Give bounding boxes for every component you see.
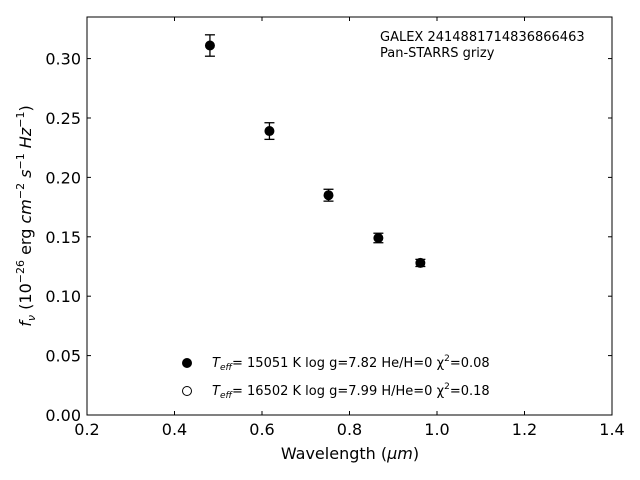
data-point — [264, 126, 275, 137]
legend-marker-filled — [182, 358, 192, 368]
data-point — [415, 257, 426, 268]
data-point — [323, 190, 334, 201]
axis-ticks: 0.2 0.4 0.6 0.8 1.0 1.2 1.4 0.00 0.05 0.10 0.15 0.2… — [45, 17, 625, 439]
legend-entry-2: Teff= 16502 K log g=7.99 H/He=0 χ2=0.18 — [212, 382, 490, 401]
y-tick-label: 0.25 — [45, 109, 81, 128]
legend: Teff= 15051 K log g=7.82 He/H=0 χ2=0.08 … — [182, 354, 490, 401]
x-tick-label: 1.0 — [424, 420, 449, 439]
y-tick-label: 0.05 — [45, 347, 81, 366]
y-tick-label: 0.15 — [45, 228, 81, 247]
y-tick-label: 0.00 — [45, 406, 81, 425]
x-axis-label: Wavelength (μm) — [281, 444, 419, 463]
x-tick-label: 0.6 — [249, 420, 274, 439]
legend-marker-open — [182, 386, 192, 396]
x-tick-label: 0.8 — [337, 420, 362, 439]
x-tick-label: 1.2 — [512, 420, 537, 439]
annotation-line-1: GALEX 2414881714836866463 — [380, 30, 585, 45]
annotation-line-2: Pan-STARRS grizy — [380, 46, 495, 61]
legend-entry-1: Teff= 15051 K log g=7.82 He/H=0 χ2=0.08 — [212, 354, 490, 373]
y-axis-label: fν (10−26 erg cm−2 s−1 Hz−1) — [14, 105, 38, 326]
x-tick-label: 1.4 — [599, 420, 624, 439]
data-point — [373, 232, 384, 243]
x-tick-label: 0.4 — [162, 420, 187, 439]
x-tick-label: 0.2 — [74, 420, 99, 439]
data-point — [204, 40, 215, 51]
data-points — [204, 34, 426, 268]
y-tick-label: 0.20 — [45, 168, 81, 187]
y-tick-label: 0.10 — [45, 287, 81, 306]
y-tick-label: 0.30 — [45, 50, 81, 69]
